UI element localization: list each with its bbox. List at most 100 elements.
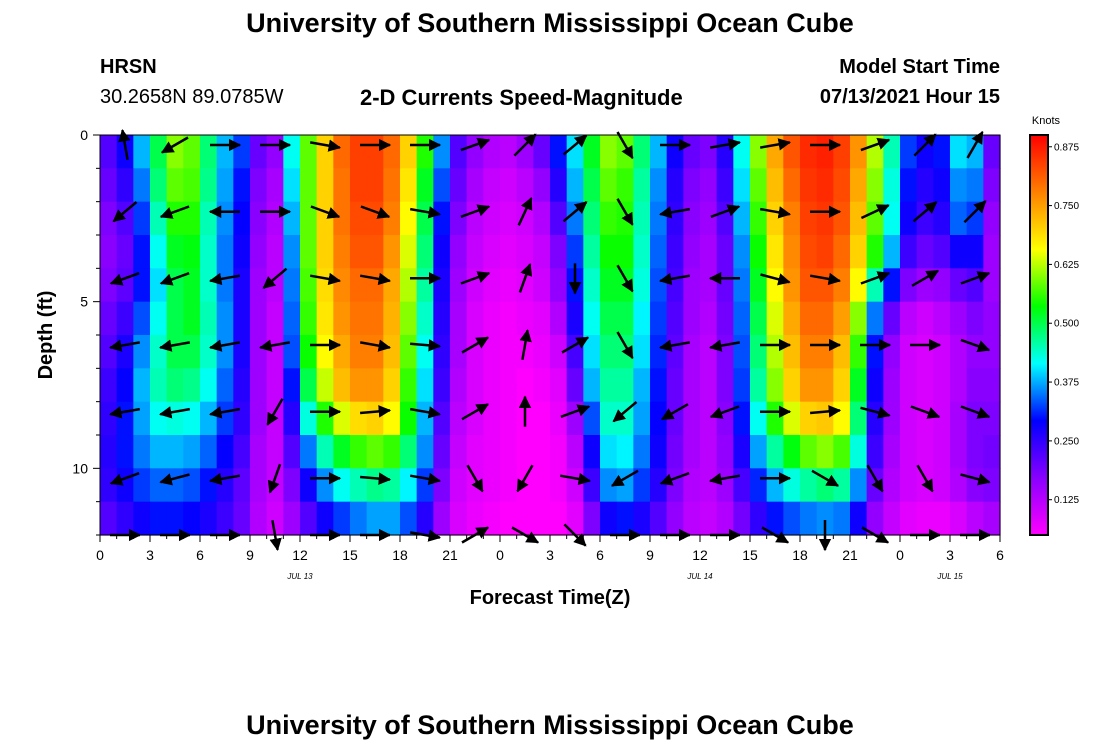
heatmap-cell <box>933 468 951 503</box>
heatmap-cell <box>516 301 534 336</box>
heatmap-cell <box>800 201 818 236</box>
current-vector <box>616 131 634 160</box>
current-vector <box>310 205 341 219</box>
heatmap-cell <box>383 268 401 303</box>
heatmap-cell <box>500 401 518 436</box>
heatmap-cell <box>383 468 401 503</box>
heatmap-cell <box>433 401 451 436</box>
heatmap-cell <box>233 468 251 503</box>
heatmap-cell <box>166 401 184 436</box>
heatmap-cell <box>716 435 734 469</box>
heatmap-cell <box>133 268 151 303</box>
heatmap-cell <box>150 435 168 469</box>
heatmap-cell <box>300 268 318 303</box>
heatmap-cell <box>883 301 901 336</box>
heatmap-cell <box>866 401 884 436</box>
heatmap-cell <box>766 268 784 303</box>
heatmap-cell <box>950 335 968 369</box>
heatmap-cell <box>533 201 551 236</box>
heatmap-cell <box>883 368 901 403</box>
heatmap-cell <box>833 401 851 436</box>
heatmap-cell <box>616 435 634 469</box>
x-tick-label: 0 <box>496 547 504 563</box>
heatmap-cell <box>600 501 618 536</box>
heatmap-cell <box>683 268 701 303</box>
heatmap-cell <box>416 135 434 169</box>
heatmap-cell <box>533 168 551 203</box>
heatmap-cell <box>583 201 601 236</box>
heatmap-cell <box>350 235 368 269</box>
heatmap-cell <box>283 401 301 436</box>
heatmap-cell <box>116 235 134 269</box>
heatmap-cell <box>233 435 251 469</box>
heatmap-cell <box>416 468 434 503</box>
heatmap-cell <box>416 235 434 269</box>
heatmap-cell <box>950 468 968 503</box>
heatmap-cell <box>216 335 234 369</box>
heatmap-cell <box>666 268 684 303</box>
y-axis: 0 5 10 <box>72 127 101 536</box>
heatmap-cell <box>300 335 318 369</box>
heatmap-cell <box>583 235 601 269</box>
heatmap-cell <box>150 235 168 269</box>
heatmap-cell <box>233 401 251 436</box>
heatmap-cell <box>516 201 534 236</box>
current-vector <box>659 472 690 486</box>
current-vector <box>709 138 742 151</box>
heatmap-cell <box>383 435 401 469</box>
heatmap-cell <box>283 135 301 169</box>
heatmap-cell <box>500 168 518 203</box>
heatmap-cell <box>883 235 901 269</box>
heatmap-cell <box>816 501 834 536</box>
heatmap-cell <box>266 235 284 269</box>
x-tick-label: 18 <box>392 547 408 563</box>
heatmap-cell <box>183 368 201 403</box>
heatmap-cell <box>900 468 918 503</box>
heatmap-cell <box>250 501 268 536</box>
heatmap-cell <box>116 368 134 403</box>
current-vector <box>409 472 442 486</box>
heatmap-cell <box>683 435 701 469</box>
current-vector <box>610 469 639 487</box>
model-start-label: Model Start Time <box>839 56 1000 78</box>
heatmap-cell <box>783 435 801 469</box>
heatmap-cell <box>483 168 501 203</box>
heatmap-cell <box>866 501 884 536</box>
heatmap-cell <box>583 135 601 169</box>
heatmap-cell <box>500 435 518 469</box>
heatmap-cell <box>750 268 768 303</box>
current-vector <box>208 339 241 352</box>
heatmap-cell <box>116 301 134 336</box>
heatmap-cell <box>316 235 334 269</box>
heatmap-cell <box>450 335 468 369</box>
heatmap-cell <box>966 301 984 336</box>
heatmap-cell <box>216 301 234 336</box>
heatmap-cell <box>966 235 984 269</box>
heatmap-cell <box>166 335 184 369</box>
heatmap-cell <box>450 468 468 503</box>
heatmap-cell <box>166 435 184 469</box>
current-vector <box>466 464 484 493</box>
heatmap-cell <box>350 468 368 503</box>
heatmap-cell <box>366 435 384 469</box>
heatmap-cell <box>750 435 768 469</box>
heatmap-cell <box>950 135 968 169</box>
heatmap-cell <box>366 268 384 303</box>
station-coords: 30.2658N 89.0785W <box>100 86 284 108</box>
current-vector <box>309 139 342 152</box>
heatmap-cell <box>633 368 651 403</box>
heatmap-cell <box>700 501 718 536</box>
heatmap-cell <box>566 168 584 203</box>
heatmap-cell <box>150 201 168 236</box>
heatmap-cell <box>533 135 551 169</box>
heatmap-cell <box>700 135 718 169</box>
heatmap-cell <box>233 335 251 369</box>
colorbar-tick-label: 0.125 <box>1054 495 1079 506</box>
heatmap-cell <box>683 201 701 236</box>
heatmap-cell <box>100 401 118 436</box>
heatmap-cell <box>883 501 901 536</box>
heatmap-cell <box>666 368 684 403</box>
heatmap-cell <box>883 335 901 369</box>
current-vector <box>616 198 634 226</box>
heatmap-cell <box>566 468 584 503</box>
